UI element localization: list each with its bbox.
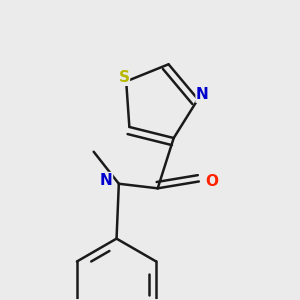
Text: S: S	[118, 70, 129, 85]
Text: N: N	[100, 172, 112, 188]
Text: O: O	[205, 174, 218, 189]
Text: N: N	[196, 87, 209, 102]
